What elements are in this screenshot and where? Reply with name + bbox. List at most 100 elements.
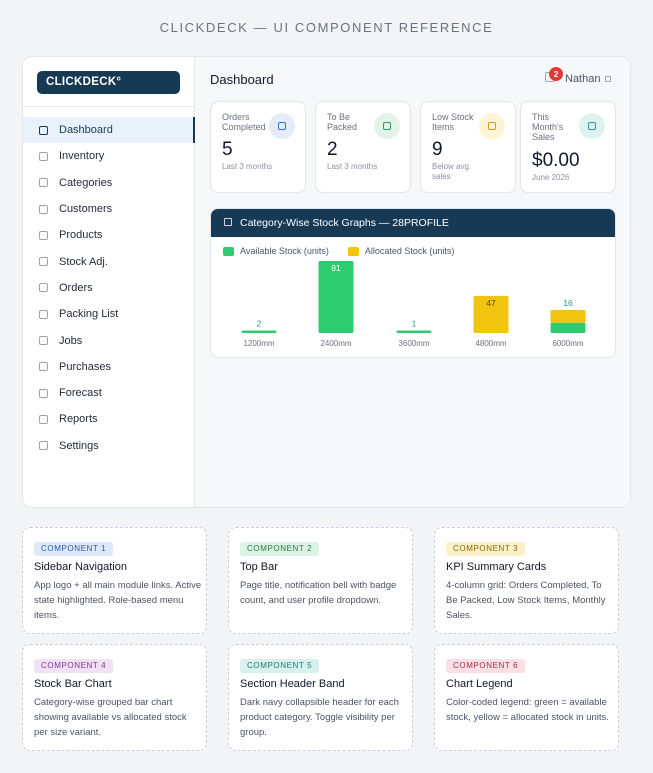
sidebar-item-label: Jobs [59, 334, 83, 347]
alert-icon [479, 113, 505, 139]
sidebar-item-jobs[interactable]: Jobs [23, 327, 195, 353]
x-tick-label: 1200mm [243, 339, 274, 348]
sidebar-item-packing-list[interactable]: Packing List [23, 301, 195, 327]
sidebar-item-settings[interactable]: Settings [23, 433, 195, 459]
topbar-title: Dashboard [210, 72, 274, 87]
app-logo[interactable]: CLICKDECK° [37, 71, 180, 94]
component-title: Top Bar [240, 561, 278, 573]
sidebar-item-categories[interactable]: Categories [23, 170, 195, 196]
component-card: COMPONENT 3 KPI Summary Cards 4-column gri… [434, 527, 619, 634]
component-title: Stock Bar Chart [34, 678, 112, 690]
sidebar-item-customers[interactable]: Customers [23, 196, 195, 222]
kpi-subtitle: Last 3 months [327, 162, 378, 171]
dashboard-icon [39, 125, 48, 135]
section-header-band[interactable]: Category-Wise Stock Graphs — 28PROFILE [211, 209, 615, 237]
sidebar-item-reports[interactable]: Reports [23, 406, 195, 432]
page-title: CLICKDECK — UI COMPONENT REFERENCE [159, 20, 494, 35]
kpi-card: Orders Completed 5 Last 3 months [210, 101, 306, 193]
sidebar-item-label: Forecast [59, 387, 102, 400]
x-tick-label: 4800mm [475, 339, 506, 348]
orders-icon [39, 283, 48, 293]
component-card: COMPONENT 2 Top Bar Page title, notificati… [228, 527, 413, 634]
legend-item: Allocated Stock (units) [347, 246, 454, 256]
legend-item: Available Stock (units) [223, 246, 329, 256]
sidebar-item-label: Stock Adj. [59, 255, 108, 268]
sidebar-item-label: Packing List [59, 308, 119, 321]
kpi-value: 9 [432, 139, 443, 160]
kpi-value: 5 [222, 139, 233, 160]
kpi-card: Low Stock Items 9 Below avg. sales [420, 101, 516, 193]
component-card: COMPONENT 5 Section Header Band Dark navy … [228, 644, 413, 751]
sidebar-item-label: Reports [59, 413, 98, 426]
bar-allocated [473, 295, 509, 333]
sidebar-item-label: Settings [59, 439, 99, 452]
component-description: App logo + all main module links. Active… [34, 580, 202, 621]
component-card: COMPONENT 1 Sidebar Navigation App logo + … [22, 527, 207, 634]
settings-icon [39, 441, 48, 451]
collapse-icon[interactable] [224, 218, 232, 226]
sidebar-item-label: Purchases [59, 360, 111, 373]
legend-label: Available Stock (units) [240, 246, 329, 256]
bar-available [318, 261, 354, 333]
sidebar-item-dashboard[interactable]: Dashboard [23, 117, 195, 144]
sidebar-item-forecast[interactable]: Forecast [23, 380, 195, 406]
component-badge: COMPONENT 5 [240, 659, 320, 673]
x-tick-label: 3600mm [398, 339, 429, 348]
purchases-icon [39, 362, 48, 372]
component-badge: COMPONENT 6 [446, 659, 526, 673]
kpi-label: This Month's Sales [532, 112, 564, 142]
component-description: 4-column grid: Orders Completed, To Be P… [446, 580, 606, 621]
legend-swatch [347, 246, 359, 256]
bar-allocated [550, 310, 586, 323]
stock-chart-card: Category-Wise Stock Graphs — 28PROFILE A… [210, 208, 616, 358]
sidebar-item-products[interactable]: Products [23, 222, 195, 248]
component-description: Category-wise grouped bar chart showing … [34, 697, 187, 738]
chevron-down-icon[interactable] [605, 76, 611, 82]
app-window: CLICKDECK° Dashboard Inventory Categories C… [22, 56, 631, 508]
data-label: 1 [412, 319, 417, 329]
kpi-card: To Be Packed 2 Last 3 months [315, 101, 411, 193]
chart-header-title: Category-Wise Stock Graphs — 28PROFILE [240, 217, 449, 229]
sidebar-item-label: Categories [59, 176, 113, 189]
stock-adj-icon [39, 257, 48, 267]
data-label: 16 [563, 298, 573, 308]
sidebar-navigation: CLICKDECK° Dashboard Inventory Categories C… [23, 57, 195, 507]
component-title: Section Header Band [240, 678, 345, 690]
bar-available [550, 322, 586, 333]
x-tick-label: 6000mm [552, 339, 583, 348]
component-badge: COMPONENT 4 [34, 659, 114, 673]
box-icon [374, 113, 400, 139]
component-card: COMPONENT 6 Chart Legend Color-coded legen… [434, 644, 619, 751]
sidebar-divider [23, 106, 195, 107]
kpi-subtitle: Last 3 months [222, 162, 273, 171]
stock-bar-chart: 21200mm912400mm13600mm474800mm13166000mm [241, 261, 586, 348]
sidebar-menu: Dashboard Inventory Categories Customers Pro… [23, 117, 195, 459]
sidebar-item-orders[interactable]: Orders [23, 275, 195, 301]
sidebar-item-label: Products [59, 229, 103, 242]
packing-list-icon [39, 309, 48, 319]
forecast-icon [39, 388, 48, 398]
kpi-card: This Month's Sales $0.00 June 2026 [520, 101, 616, 193]
sidebar-item-label: Customers [59, 203, 113, 216]
component-badge: COMPONENT 1 [34, 542, 114, 556]
sidebar-item-purchases[interactable]: Purchases [23, 354, 195, 380]
sidebar-item-inventory[interactable]: Inventory [23, 143, 195, 169]
component-description: Color-coded legend: green = available st… [446, 697, 609, 723]
check-icon [269, 113, 295, 139]
notification-badge: 2 [549, 67, 563, 81]
products-icon [39, 230, 48, 240]
inventory-icon [39, 151, 48, 161]
kpi-label: Orders Completed [222, 112, 266, 132]
component-description: Page title, notification bell with badge… [240, 580, 397, 606]
kpi-value: $0.00 [532, 150, 580, 171]
sidebar-item-label: Orders [59, 281, 93, 294]
x-tick-label: 2400mm [320, 339, 351, 348]
sidebar-item-label: Inventory [59, 150, 105, 163]
user-profile-name[interactable]: Nathan [565, 73, 601, 85]
kpi-subtitle: Below avg. sales [432, 162, 472, 181]
component-badge: COMPONENT 3 [446, 542, 526, 556]
kpi-label: Low Stock Items [432, 112, 474, 132]
bar-available [396, 330, 432, 333]
sidebar-item-stock-adj[interactable]: Stock Adj. [23, 248, 195, 274]
component-title: KPI Summary Cards [446, 561, 547, 573]
